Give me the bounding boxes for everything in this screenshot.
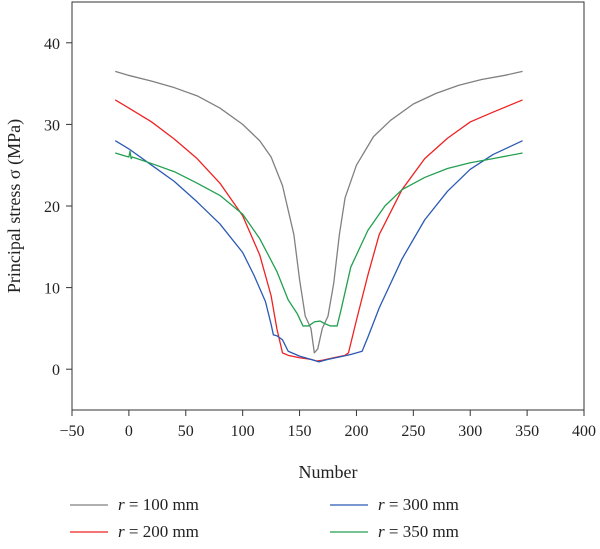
legend-label: r = 100 mm — [118, 495, 199, 514]
axis-ticks: −50 0 50 100 150 200 250 300 350 400 0 10 20 30 40 — [44, 36, 596, 440]
x-axis-title: Number — [299, 462, 358, 482]
y-tick-label: 20 — [44, 199, 60, 216]
x-tick-label: 50 — [178, 423, 194, 440]
x-tick-label: 300 — [458, 423, 482, 440]
series-line-3 — [114, 140, 523, 363]
y-axis-title: Principal stress σ (MPa) — [4, 119, 25, 293]
y-tick-label: 10 — [44, 281, 60, 298]
series-line-1 — [115, 70, 523, 354]
plot-frame — [71, 1, 585, 411]
x-tick-label: 400 — [572, 423, 596, 440]
legend: r = 100 mm r = 200 mm r = 300 mm r = 350 mm — [70, 495, 459, 541]
x-tick-label: 200 — [344, 423, 368, 440]
x-tick-label: 150 — [288, 423, 312, 440]
legend-label: r = 350 mm — [378, 522, 459, 541]
x-tick-label: 250 — [401, 423, 425, 440]
y-tick-label: 40 — [44, 36, 60, 53]
series-lines — [114, 70, 523, 363]
series-line-4 — [115, 150, 523, 327]
legend-label: r = 300 mm — [378, 495, 459, 514]
legend-label: r = 200 mm — [118, 522, 199, 541]
x-tick-label: 350 — [515, 423, 539, 440]
y-tick-label: 30 — [44, 117, 60, 134]
x-tick-label: 100 — [231, 423, 255, 440]
x-tick-label: 0 — [125, 423, 133, 440]
y-tick-label: 0 — [52, 362, 60, 379]
x-tick-label: −50 — [59, 423, 84, 440]
